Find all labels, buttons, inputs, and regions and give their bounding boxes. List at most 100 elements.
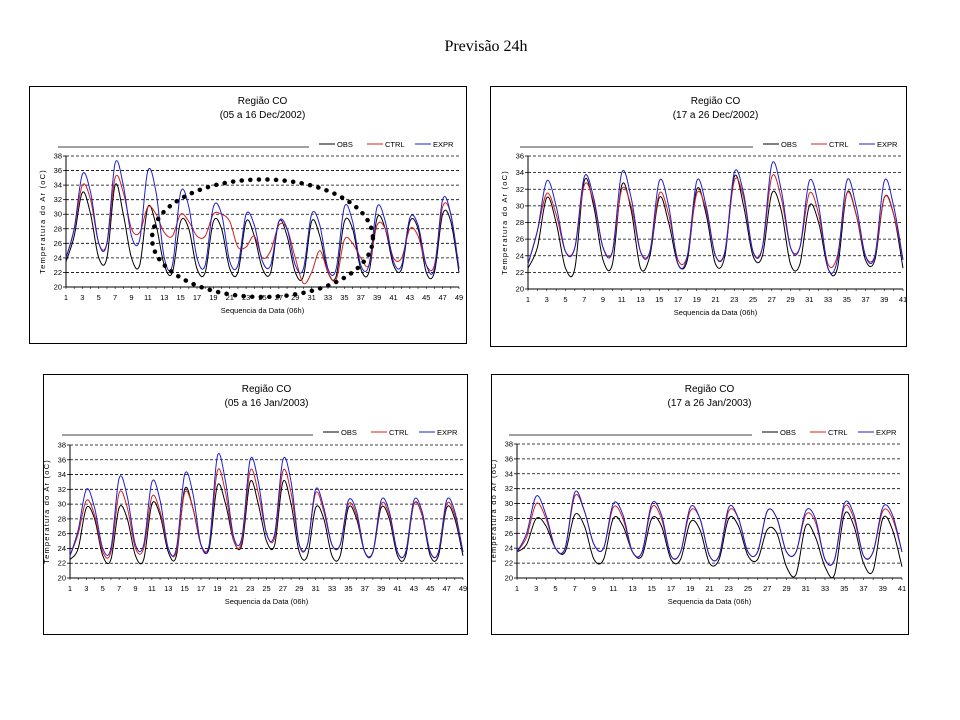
series-line-obs [516,511,903,579]
x-tick-label: 7 [117,584,121,593]
y-tick-label: 34 [516,168,524,177]
x-tick-label: 7 [573,584,577,593]
x-tick-label: 35 [344,584,352,593]
x-tick-label: 3 [545,295,549,304]
chart-title: Região CO [685,384,735,395]
chart-svg: Região CO (05 a 16 Jan/2003) OBS CTRL EXPR 20… [44,384,467,606]
legend-label-expr: EXPR [437,428,458,437]
y-tick-label: 32 [505,484,513,493]
y-tick-label: 24 [505,544,513,553]
x-tick-label: 31 [307,293,315,302]
x-tick-label: 9 [592,584,596,593]
x-tick-label: 45 [422,293,430,302]
y-tick-label: 34 [505,469,513,478]
x-tick-label: 23 [730,295,738,304]
x-tick-label: 15 [180,584,188,593]
y-tick-label: 28 [58,514,66,523]
x-tick-label: 43 [406,293,414,302]
x-tick-label: 13 [628,584,636,593]
x-tick-label: 19 [686,584,694,593]
y-axis-label: Temperatura do Ar (oC) [500,170,509,275]
x-tick-label: 33 [324,293,332,302]
x-tick-label: 17 [197,584,205,593]
chart-svg: Região CO (17 a 26 Jan/2003) OBS CTRL EXPR 20… [492,384,906,606]
x-tick-label: 35 [843,295,851,304]
x-tick-label: 41 [389,293,397,302]
y-tick-label: 24 [54,253,62,262]
legend-label-expr: EXPR [877,140,898,149]
series-line-ctrl [69,468,464,559]
series-line-expr [69,453,464,559]
x-tick-label: 29 [295,584,303,593]
legend-label-obs: OBS [780,428,796,437]
x-axis-label: Sequencia da Data (06h) [668,597,752,606]
y-tick-label: 20 [505,574,513,583]
y-tick-label: 28 [505,514,513,523]
x-tick-label: 35 [340,293,348,302]
x-tick-label: 39 [377,584,385,593]
legend-label-ctrl: CTRL [389,428,409,437]
x-tick-label: 21 [711,295,719,304]
x-tick-label: 37 [861,295,869,304]
x-tick-label: 17 [674,295,682,304]
y-tick-label: 32 [54,195,62,204]
y-tick-label: 28 [54,224,62,233]
series-line-obs [65,183,460,281]
y-tick-label: 32 [58,485,66,494]
y-tick-label: 30 [516,201,524,210]
y-tick-label: 38 [505,440,513,449]
legend-label-obs: OBS [337,140,353,149]
y-tick-label: 20 [58,574,66,583]
x-tick-label: 41 [898,584,906,593]
y-tick-label: 26 [58,529,66,538]
x-tick-label: 47 [442,584,450,593]
y-axis-label: Temperatura do Ar (oC) [38,169,47,274]
x-tick-label: 37 [859,584,867,593]
y-tick-label: 36 [58,455,66,464]
series-line-expr [527,161,904,274]
chart-subtitle: (17 a 26 Dec/2002) [673,110,759,121]
x-tick-label: 3 [80,293,84,302]
x-tick-label: 27 [279,584,287,593]
x-tick-label: 23 [242,293,250,302]
y-tick-label: 30 [58,500,66,509]
series-line-expr [516,490,903,566]
chart-subtitle: (17 a 26 Jan/2003) [668,398,752,409]
x-tick-label: 39 [373,293,381,302]
x-tick-label: 9 [129,293,133,302]
series-line-ctrl [527,174,904,269]
series-line-obs [69,479,464,565]
legend: OBS CTRL EXPR [763,140,898,149]
x-tick-label: 23 [725,584,733,593]
x-tick-label: 5 [553,584,557,593]
y-tick-label: 32 [516,185,524,194]
x-tick-label: 31 [802,584,810,593]
x-tick-label: 25 [744,584,752,593]
x-tick-label: 3 [534,584,538,593]
x-tick-label: 25 [262,584,270,593]
x-tick-label: 43 [410,584,418,593]
y-tick-label: 30 [505,499,513,508]
chart-subtitle: (05 a 16 Dec/2002) [220,110,306,121]
x-tick-label: 39 [879,584,887,593]
x-tick-label: 15 [176,293,184,302]
x-tick-label: 1 [526,295,530,304]
chart-title: Região CO [242,384,292,395]
y-tick-label: 22 [505,559,513,568]
chart-title: Região CO [238,96,288,107]
legend-label-obs: OBS [341,428,357,437]
x-tick-label: 1 [68,584,72,593]
x-tick-label: 33 [824,295,832,304]
x-tick-label: 19 [209,293,217,302]
x-tick-label: 47 [438,293,446,302]
x-tick-label: 37 [357,293,365,302]
series-line-expr [65,160,460,276]
y-tick-label: 36 [54,166,62,175]
x-tick-label: 31 [311,584,319,593]
highlight-ellipse [149,177,376,300]
y-tick-label: 38 [58,441,66,450]
legend-label-ctrl: CTRL [829,140,849,149]
y-tick-label: 36 [505,454,513,463]
x-tick-label: 33 [328,584,336,593]
y-tick-label: 22 [54,268,62,277]
